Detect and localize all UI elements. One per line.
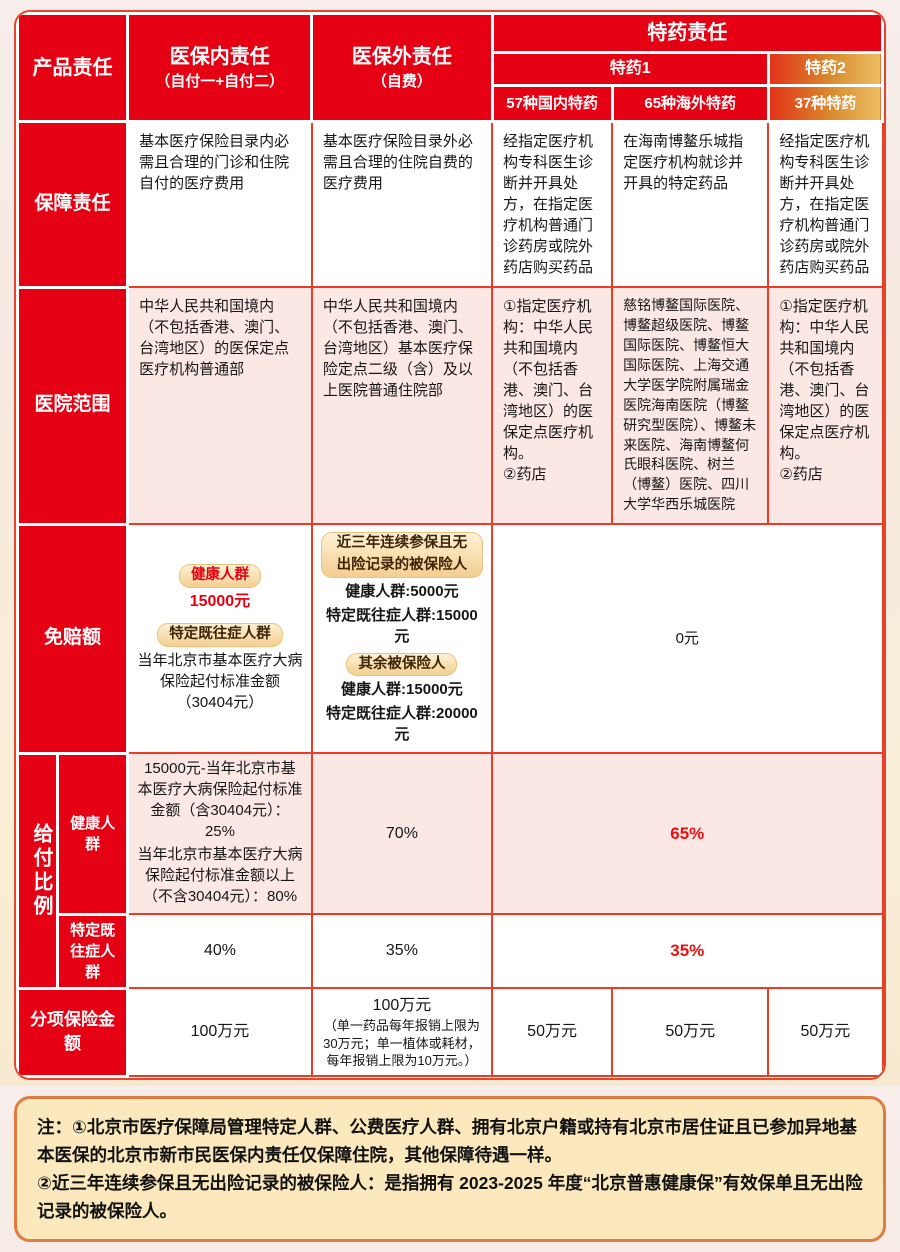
- deductible-healthy-amount: 15000元: [189, 592, 251, 610]
- coverage-special1-cell: 经指定医疗机构专科医生诊断并开具处方，在指定医疗机构普通门诊药房或院外药店购买药…: [491, 120, 614, 289]
- sum-inside-cell: 100万元: [126, 987, 313, 1078]
- sum-row-label: 分项保险金额: [16, 986, 130, 1078]
- deductible-row-label: 免赔额: [16, 522, 130, 755]
- benefit-table: 产品责任 医保内责任 （自付一+自付二） 医保外责任 （自费） 特药责任 特药1…: [14, 10, 886, 1080]
- payout-healthy-outside-cell: 70%: [310, 752, 494, 916]
- row-payout-pre-existing: 特定既往症人群 40% 35% 35%: [18, 912, 884, 990]
- payout-pre-special-cell: 35%: [491, 913, 884, 990]
- deductible-inside-cell: 健康人群 15000元 特定既往症人群 当年北京市基本医疗大病保险起付标准金额（…: [126, 523, 313, 755]
- row-deductible: 免赔额 健康人群 15000元 特定既往症人群 当年北京市基本医疗大病保险起付标…: [16, 522, 884, 755]
- other-insured-badge: 其余被保险人: [346, 652, 458, 677]
- hospital-special3-cell: ①指定医疗机构：中华人民共和国境内（不包括香港、澳门、台湾地区）的医保定点医疗机…: [767, 286, 884, 526]
- header-outside-sub: （自费）: [371, 73, 432, 91]
- header-outside: 医保外责任 （自费）: [310, 11, 494, 124]
- sum-outside-cell: 100万元 （单一药品每年报销上限为30万元；单一植体或耗材，每年报销上限为10…: [310, 987, 494, 1078]
- header-inside-title: 医保内责任: [169, 46, 270, 69]
- deductible-outside-cell: 近三年连续参保且无出险记录的被保险人 健康人群:5000元 特定既往症人群:15…: [310, 523, 494, 755]
- deductible-outside-line1: 健康人群:5000元: [345, 582, 459, 600]
- header-inside: 医保内责任 （自付一+自付二）: [126, 11, 314, 124]
- benefit-table-grid: 产品责任 医保内责任 （自付一+自付二） 医保外责任 （自费） 特药责任 特药1…: [16, 11, 884, 1078]
- header-special-sub3: 37种特药: [766, 84, 884, 124]
- deductible-outside-line3: 健康人群:15000元: [341, 681, 463, 699]
- pre-existing-group-badge: 特定既往症人群: [157, 623, 283, 648]
- coverage-special3-cell: 经指定医疗机构专科医生诊断并开具处方，在指定医疗机构普通门诊药房或院外药店购买药…: [767, 120, 884, 289]
- header-special-drugs: 特药责任: [490, 12, 884, 54]
- healthy-group-badge: 健康人群: [178, 564, 261, 588]
- payout-healthy-inside-p1: 15000元-当年北京市基本医疗大病保险起付标准金额（含30404元）：25%: [137, 760, 303, 841]
- hospital-special3-line1: ①指定医疗机构：中华人民共和国境内（不包括香港、澳门、台湾地区）的医保定点医疗机…: [779, 298, 870, 463]
- deductible-outside-line4: 特定既往症人群:20000元: [326, 705, 478, 744]
- coverage-row-label: 保障责任: [16, 120, 130, 289]
- sum-outside-note: （单一药品每年报销上限为30万元；单一植体或耗材，每年报销上限为10万元。）: [323, 1018, 481, 1069]
- payout-healthy-inside-p2: 当年北京市基本医疗大病保险起付标准金额以上（不含30404元）：80%: [137, 846, 303, 906]
- payout-healthy-inside-cell: 15000元-当年北京市基本医疗大病保险起付标准金额（含30404元）：25% …: [126, 752, 313, 916]
- hospital-special1-line1: ①指定医疗机构：中华人民共和国境内（不包括香港、澳门、台湾地区）的医保定点医疗机…: [503, 298, 594, 463]
- footnote-box: 注：①北京市医疗保障局管理特定人群、公费医疗人群、拥有北京户籍或持有北京市居住证…: [14, 1095, 886, 1242]
- row-coverage: 保障责任 基本医疗保险目录内必需且合理的门诊和住院自付的医疗费用 基本医疗保险目…: [16, 120, 884, 289]
- header-outside-title: 医保外责任: [351, 46, 452, 69]
- sum-special1-cell: 50万元: [491, 987, 614, 1078]
- payout-pre-inside-cell: 40%: [126, 913, 313, 990]
- payout-healthy-special-cell: 65%: [491, 752, 884, 916]
- coverage-outside-cell: 基本医疗保险目录外必需且合理的住院自费的医疗费用: [310, 120, 494, 289]
- payout-row-label-text: 给付比例: [30, 822, 52, 919]
- coverage-inside-cell: 基本医疗保险目录内必需且合理的门诊和住院自付的医疗费用: [126, 120, 313, 289]
- deductible-special-cell: 0元: [491, 523, 884, 755]
- deductible-pre-existing-text: 当年北京市基本医疗大病保险起付标准金额（30404元）: [137, 652, 303, 712]
- continuous-insured-badge: 近三年连续参保且无出险记录的被保险人: [320, 532, 484, 578]
- deductible-outside-line2: 特定既往症人群:15000元: [326, 606, 478, 645]
- hospital-special3-line2: ②药店: [779, 466, 823, 484]
- payout-healthy-label: 健康人群: [56, 751, 130, 916]
- payout-row-label: 给付比例: [16, 751, 60, 990]
- payout-pre-label: 特定既往症人群: [56, 912, 130, 990]
- header-special-group1: 特药1: [490, 50, 770, 88]
- hospital-row-label: 医院范围: [16, 285, 130, 526]
- header-special-sub2: 65种海外特药: [610, 84, 770, 124]
- hospital-special2-cell: 慈铭博鳌国际医院、博鳌超级医院、博鳌国际医院、博鳌恒大国际医院、上海交通大学医学…: [611, 286, 770, 526]
- footnote-line2: ②近三年连续参保且无出险记录的被保险人：是指拥有 2023-2025 年度“北京…: [37, 1172, 863, 1221]
- hospital-outside-cell: 中华人民共和国境内（不包括香港、澳门、台湾地区）基本医疗保险定点二级（含）及以上…: [310, 286, 494, 526]
- header-special-sub1: 57种国内特药: [490, 84, 614, 124]
- sum-special2-cell: 50万元: [611, 987, 770, 1078]
- row-sum-insured: 分项保险金额 100万元 100万元 （单一药品每年报销上限为30万元；单一植体…: [16, 986, 884, 1078]
- hospital-special1-line2: ②药店: [503, 466, 547, 484]
- payout-pre-outside-cell: 35%: [310, 913, 494, 990]
- hospital-special1-cell: ①指定医疗机构：中华人民共和国境内（不包括香港、澳门、台湾地区）的医保定点医疗机…: [491, 286, 614, 526]
- sum-special3-cell: 50万元: [767, 987, 884, 1078]
- footnote-line1: 注：①北京市医疗保障局管理特定人群、公费医疗人群、拥有北京户籍或持有北京市居住证…: [37, 1116, 857, 1165]
- hospital-inside-cell: 中华人民共和国境内（不包括香港、澳门、台湾地区）的医保定点医疗机构普通部: [126, 286, 313, 526]
- sum-outside-main: 100万元: [372, 996, 432, 1014]
- row-payout-healthy: 给付比例 健康人群 15000元-当年北京市基本医疗大病保险起付标准金额（含30…: [16, 751, 884, 990]
- header-product: 产品责任: [16, 11, 130, 124]
- header-special-group2: 特药2: [766, 50, 884, 88]
- row-hospital: 医院范围 中华人民共和国境内（不包括香港、澳门、台湾地区）的医保定点医疗机构普通…: [16, 285, 884, 526]
- coverage-special2-cell: 在海南博鳌乐城指定医疗机构就诊并开具的特定药品: [611, 120, 770, 289]
- header-inside-sub: （自付一+自付二）: [155, 73, 285, 91]
